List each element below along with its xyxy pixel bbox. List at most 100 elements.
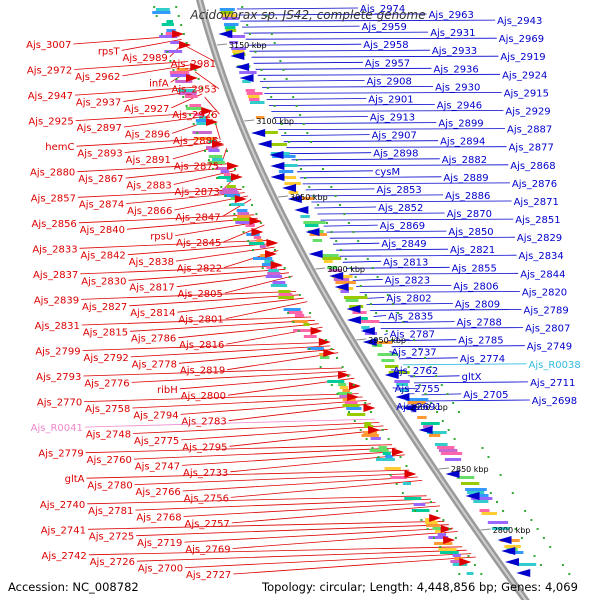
- connector-line: [127, 243, 272, 256]
- gene-label-reverse: cysM: [375, 167, 400, 178]
- connector-line: [133, 447, 397, 460]
- feature-block: [338, 383, 347, 386]
- feature-block: [237, 215, 251, 218]
- gene-label-reverse: Ajs_2929: [505, 107, 550, 118]
- gene-label-forward: Ajs_2780: [87, 481, 132, 492]
- feature-block: [444, 458, 462, 461]
- connector-line: [87, 495, 427, 505]
- scale-ring-dot: [299, 114, 302, 116]
- connector-line: [392, 387, 418, 390]
- scale-ring-dot: [247, 240, 250, 242]
- feature-block: [339, 395, 354, 398]
- scale-ring-dot: [233, 213, 236, 215]
- scale-ring-dot: [549, 546, 552, 548]
- reverse-gene-arrow: [516, 569, 531, 577]
- connector-line: [204, 96, 220, 115]
- connector-line: [421, 393, 462, 396]
- scale-ring-dot: [436, 510, 439, 512]
- scale-ring-dot: [414, 510, 417, 512]
- feature-block: [224, 194, 241, 197]
- feature-block: [224, 26, 236, 29]
- feature-block: [407, 401, 426, 404]
- gene-label-reverse: Ajs_2894: [440, 137, 485, 148]
- connector-line: [184, 527, 454, 543]
- connector-line: [83, 367, 343, 377]
- connector-line: [314, 206, 377, 209]
- connector-line: [223, 224, 265, 243]
- reverse-gene-arrow: [504, 558, 519, 566]
- scale-ring-dot: [440, 384, 443, 386]
- connector-line: [257, 73, 501, 76]
- gene-label-forward: Ajs_2926: [172, 110, 217, 121]
- scale-ring-dot: [371, 447, 374, 449]
- reverse-gene-arrow: [287, 195, 302, 203]
- scale-ring-dot: [246, 24, 249, 26]
- connector-line: [222, 199, 252, 217]
- scale-ring-dot: [204, 150, 206, 152]
- connector-line: [134, 473, 414, 485]
- connector-line: [175, 246, 275, 262]
- connector-line: [384, 333, 388, 335]
- forward-gene-arrow: [368, 426, 381, 434]
- scale-ring-dot: [359, 429, 362, 431]
- scale-ring-dot: [420, 519, 423, 521]
- feature-block: [504, 545, 521, 548]
- feature-block: [291, 320, 308, 323]
- feature-block: [426, 524, 440, 527]
- gene-label-reverse: Ajs_2835: [388, 312, 433, 323]
- scale-ring-dot: [473, 564, 476, 566]
- connector-line: [78, 214, 255, 224]
- scale-ring-dot: [310, 141, 313, 143]
- forward-gene-arrow: [190, 63, 203, 71]
- scale-tick: [216, 43, 227, 46]
- scale-ring-dot: [259, 222, 262, 224]
- forward-gene-arrow: [310, 327, 323, 335]
- connector-line: [283, 140, 439, 143]
- feature-block: [247, 95, 260, 98]
- gene-label-reverse: Ajs_2802: [386, 294, 431, 305]
- feature-block: [319, 356, 330, 359]
- feature-block: [232, 50, 245, 53]
- scale-ring-dot: [446, 393, 449, 395]
- feature-block: [466, 572, 474, 575]
- connector-line: [231, 505, 440, 524]
- scale-ring-dot: [266, 87, 269, 89]
- connector-line: [135, 498, 432, 511]
- scale-ring-dot: [288, 276, 291, 278]
- connector-line: [251, 55, 499, 58]
- gene-label-forward: Ajs_2700: [138, 564, 183, 575]
- gene-label-reverse: Ajs_2924: [502, 70, 547, 81]
- gene-label-forward: Ajs_2981: [171, 59, 216, 70]
- scale-ring-dot: [330, 231, 333, 233]
- feature-block: [223, 173, 231, 176]
- connector-line: [308, 194, 444, 197]
- feature-block: [327, 380, 345, 383]
- scale-ring-dot: [511, 492, 514, 494]
- scale-ring-dot: [496, 501, 498, 503]
- scale-ring-dot: [325, 339, 328, 341]
- gene-label-reverse: Ajs_2737: [391, 348, 436, 359]
- connector-line: [243, 31, 429, 34]
- forward-gene-arrow: [172, 30, 185, 38]
- feature-block: [235, 221, 254, 224]
- feature-block: [384, 467, 401, 470]
- gene-label-reverse: Ajs_2931: [430, 28, 475, 39]
- feature-block: [372, 344, 383, 347]
- feature-block: [159, 35, 178, 38]
- connector-line: [253, 61, 363, 64]
- connector-line: [232, 531, 458, 549]
- forward-gene-arrow: [179, 41, 192, 49]
- reverse-gene-arrow: [360, 327, 375, 335]
- gene-label-forward: Ajs_2896: [125, 129, 170, 140]
- scale-ring-dot: [273, 105, 276, 107]
- gene-label-reverse: Ajs_2876: [512, 179, 557, 190]
- gene-label-reverse: Ajs_2807: [525, 324, 570, 335]
- gene-label-reverse: Ajs_2963: [429, 10, 474, 21]
- feature-block: [227, 35, 246, 38]
- gene-label-forward: infA: [149, 78, 169, 89]
- reverse-gene-arrow: [334, 283, 349, 291]
- connector-line: [238, 13, 427, 16]
- connector-line: [236, 7, 359, 10]
- feature-block: [378, 446, 387, 449]
- gene-label-forward: Ajs_2733: [183, 468, 228, 479]
